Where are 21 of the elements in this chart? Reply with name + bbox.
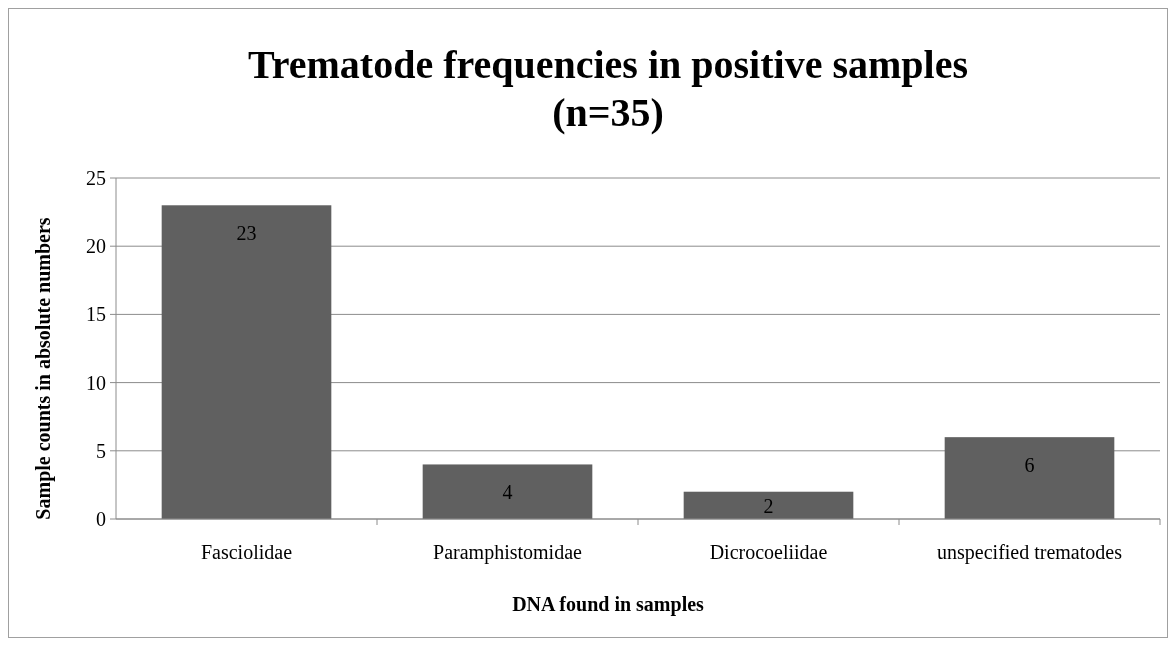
y-tick-label: 20 (86, 235, 106, 258)
x-tick-label: Dicrocoeliidae (709, 541, 828, 563)
x-tick-label: Paramphistomidae (433, 541, 583, 564)
y-tick-label: 0 (96, 508, 106, 530)
bar (683, 491, 854, 519)
y-tick-label: 15 (86, 303, 106, 326)
x-tick-label: unspecified trematodes (937, 541, 1123, 564)
y-tick-label: 5 (96, 439, 106, 462)
chart-title: Trematode frequencies in positive samples (n=35) (248, 42, 968, 135)
bar (944, 437, 1115, 519)
data-label: 4 (502, 481, 513, 504)
x-axis-title: DNA found in samples (512, 593, 705, 616)
y-tick-label: 10 (86, 371, 106, 394)
data-label: 2 (763, 495, 774, 517)
bar (161, 205, 332, 519)
y-axis-title: Sample counts in absolute numbers (32, 217, 55, 520)
data-label: 23 (236, 222, 257, 245)
bar (422, 464, 593, 519)
y-tick-label: 25 (86, 167, 106, 189)
data-label: 6 (1024, 454, 1035, 477)
x-tick-label: Fasciolidae (200, 541, 293, 563)
